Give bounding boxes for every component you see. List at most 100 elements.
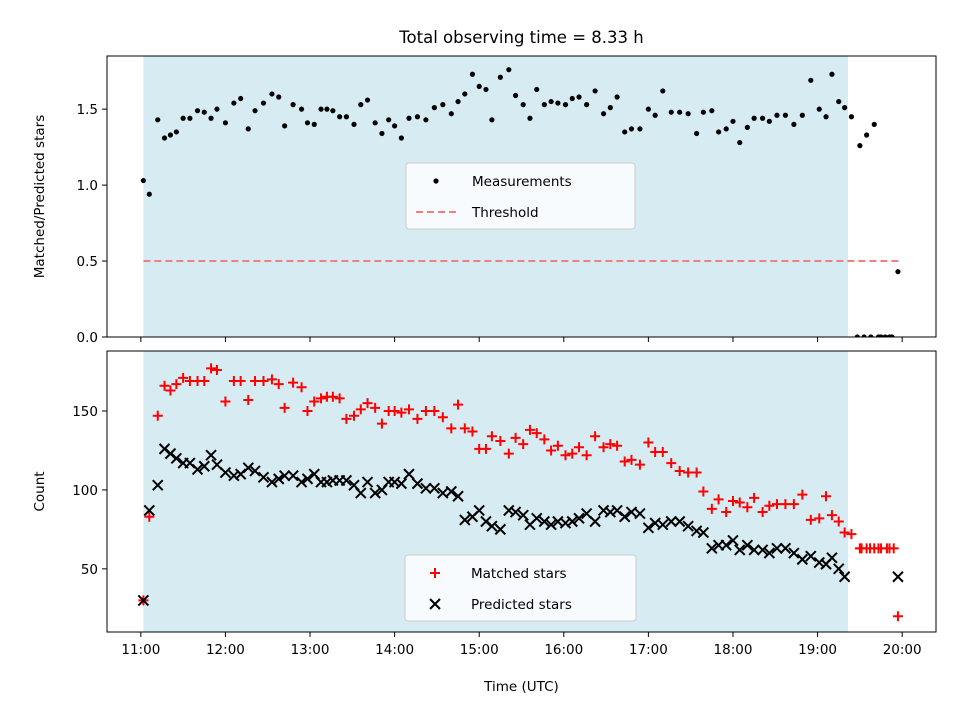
matched-star-point — [805, 514, 816, 525]
matched-star-point — [486, 431, 497, 442]
measurement-point — [276, 94, 282, 100]
measurement-point — [857, 143, 863, 149]
predicted-star-point — [191, 463, 204, 476]
measurement-point — [476, 83, 482, 89]
predicted-star-point — [287, 470, 299, 482]
matched-star-point — [826, 510, 837, 521]
matched-star-point — [370, 402, 381, 413]
x-tick-label: 15:00 — [460, 642, 499, 658]
measurement-point — [187, 115, 193, 121]
measurement-point — [555, 100, 561, 106]
measurement-point — [379, 130, 385, 137]
matched-star-point — [846, 529, 857, 540]
matched-star-point — [797, 489, 808, 500]
predicted-star-point — [249, 465, 261, 477]
matched-star-point — [510, 432, 521, 443]
measurement-point — [614, 94, 620, 100]
predicted-star-point — [573, 512, 585, 525]
matched-star-point — [821, 491, 832, 502]
measurement-point — [483, 86, 489, 93]
matched-star-point — [531, 428, 542, 439]
matched-star-point — [643, 437, 654, 448]
measurement-point — [208, 115, 214, 121]
matched-star-point — [199, 375, 210, 386]
y-tick-label: 50 — [81, 562, 98, 578]
plot-area — [140, 67, 901, 337]
predicted-star-point — [242, 462, 254, 474]
matched-star-point — [780, 499, 791, 510]
predicted-star-point — [170, 452, 183, 465]
predicted-star-point — [257, 471, 270, 483]
predicted-star-point — [771, 542, 783, 555]
measurement-point — [882, 334, 888, 337]
measurement-point — [848, 114, 855, 120]
x-tick-label: 19:00 — [798, 642, 837, 658]
matched-star-point — [590, 431, 601, 442]
measurement-point — [823, 114, 829, 120]
x-tick-label: 20:00 — [883, 642, 922, 658]
predicted-star-point — [734, 544, 746, 556]
measurement-point — [161, 135, 168, 141]
matched-star-point — [888, 543, 899, 554]
matched-star-point — [605, 439, 616, 450]
matched-star-point — [626, 454, 637, 465]
matched-star-point — [734, 497, 745, 508]
measurement-point — [576, 94, 582, 100]
measurement-point — [448, 111, 454, 117]
measurement-point — [799, 112, 805, 118]
measurement-point — [290, 102, 296, 108]
predicted-star-point — [706, 542, 718, 555]
predicted-star-point — [531, 512, 543, 525]
measurement-point — [414, 114, 421, 120]
measurement-point — [607, 105, 613, 111]
measurement-point — [569, 95, 575, 102]
measurement-point — [668, 109, 674, 115]
matched-star-point — [250, 375, 261, 386]
measurement-point — [386, 117, 392, 123]
matched-star-point — [619, 456, 630, 467]
measurement-point — [842, 105, 848, 111]
measurement-point — [829, 71, 835, 77]
measurement-point — [541, 102, 547, 108]
predicted-star-point — [589, 515, 601, 528]
predicted-star-point — [741, 539, 754, 551]
matched-star-point — [567, 448, 578, 459]
legend-box — [404, 554, 637, 622]
matched-star-point — [666, 458, 677, 469]
matched-star-point — [171, 379, 182, 390]
measurement-point — [146, 191, 152, 197]
axes-frame — [106, 350, 937, 633]
measurement-point — [364, 97, 371, 103]
predicted-star-point — [494, 523, 507, 536]
measurement-point — [222, 120, 229, 126]
bottom-panel-counts: 11:00 12:00 13:00 14:00 15:00 16:00 17:00 18:00… — [32, 350, 937, 695]
matched-star-point — [355, 404, 366, 415]
matched-star-point — [892, 611, 903, 622]
measurement-point — [816, 106, 822, 112]
matched-star-point — [152, 410, 163, 421]
measurement-point — [637, 126, 643, 132]
predicted-star-point — [566, 515, 578, 528]
measurement-point — [231, 100, 237, 106]
x-axis-label: Time (UTC) — [483, 679, 559, 695]
measurement-point — [889, 334, 895, 337]
x-tick-label: 12:00 — [206, 642, 245, 658]
predicted-star-point — [445, 485, 457, 498]
legend: Matched stars Predicted stars — [404, 554, 637, 622]
measurement-point — [744, 124, 750, 130]
measurement-point — [180, 115, 186, 121]
predicted-star-point — [420, 482, 432, 495]
matched-star-point — [749, 492, 760, 503]
measurement-point — [140, 177, 146, 184]
predicted-star-point — [369, 487, 381, 499]
chart-title: Total observing time = 8.33 h — [398, 28, 643, 47]
measurement-point — [782, 112, 789, 118]
legend-predicted-swatch — [429, 598, 441, 610]
measurement-point — [173, 129, 179, 135]
legend-label: Matched stars — [471, 566, 567, 582]
measurement-point — [201, 109, 207, 115]
matched-star-point — [446, 423, 457, 434]
matched-star-point — [165, 385, 176, 396]
measurement-point — [766, 118, 772, 124]
matched-star-point — [865, 543, 876, 554]
